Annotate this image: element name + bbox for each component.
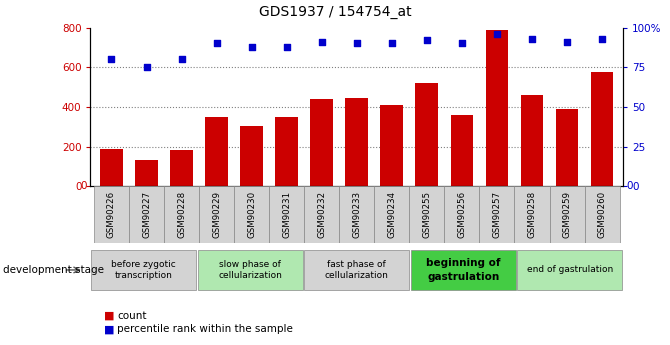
Point [456,41,467,46]
Text: GSM90230: GSM90230 [247,191,256,238]
Bar [450,115,473,186]
FancyBboxPatch shape [409,186,444,243]
Text: ■: ■ [104,325,115,334]
Bar [275,117,298,186]
FancyBboxPatch shape [444,186,480,243]
Point [561,39,572,45]
Text: GSM90255: GSM90255 [422,191,431,238]
Text: 0: 0 [80,181,87,191]
Bar [310,99,333,186]
Text: GSM90260: GSM90260 [598,191,606,238]
FancyBboxPatch shape [411,250,516,290]
Point [597,36,608,41]
Text: end of gastrulation: end of gastrulation [527,265,613,275]
Text: GSM90229: GSM90229 [212,191,221,238]
FancyBboxPatch shape [199,186,234,243]
FancyBboxPatch shape [515,186,549,243]
FancyBboxPatch shape [517,250,622,290]
Bar [381,105,403,186]
Text: GSM90234: GSM90234 [387,191,397,238]
FancyBboxPatch shape [198,250,303,290]
FancyBboxPatch shape [375,186,409,243]
Text: ■: ■ [104,311,115,321]
Text: GSM90233: GSM90233 [352,191,361,238]
Point [316,39,327,45]
Point [421,38,432,43]
Point [281,44,292,49]
FancyBboxPatch shape [129,186,164,243]
Point [492,31,502,37]
Bar [241,126,263,186]
Text: GSM90259: GSM90259 [563,191,572,238]
Bar [591,72,614,186]
FancyBboxPatch shape [549,186,584,243]
Text: GSM90231: GSM90231 [282,191,291,238]
FancyBboxPatch shape [304,186,339,243]
Text: before zygotic
transcription: before zygotic transcription [111,259,176,280]
FancyBboxPatch shape [164,186,199,243]
Text: GDS1937 / 154754_at: GDS1937 / 154754_at [259,5,411,19]
Text: fast phase of
cellularization: fast phase of cellularization [325,259,389,280]
Text: GSM90256: GSM90256 [458,191,466,238]
Bar [521,95,543,186]
Point [106,57,117,62]
FancyBboxPatch shape [269,186,304,243]
Text: GSM90232: GSM90232 [317,191,326,238]
Point [247,44,257,49]
FancyBboxPatch shape [304,250,409,290]
Text: GSM90258: GSM90258 [527,191,537,238]
Text: GSM90257: GSM90257 [492,191,501,238]
Text: slow phase of
cellularization: slow phase of cellularization [218,259,282,280]
Point [211,41,222,46]
FancyBboxPatch shape [584,186,620,243]
FancyBboxPatch shape [91,250,196,290]
Text: GSM90227: GSM90227 [142,191,151,238]
Text: 0: 0 [626,181,633,191]
FancyBboxPatch shape [339,186,375,243]
Bar [555,109,578,186]
Text: GSM90228: GSM90228 [177,191,186,238]
Point [351,41,362,46]
Bar [415,83,438,186]
FancyBboxPatch shape [480,186,515,243]
Text: percentile rank within the sample: percentile rank within the sample [117,325,293,334]
Point [527,36,537,41]
Point [387,41,397,46]
Bar [135,159,158,186]
FancyBboxPatch shape [234,186,269,243]
Bar [486,30,509,186]
Bar [170,150,193,186]
Text: GSM90226: GSM90226 [107,191,116,238]
Bar [205,117,228,186]
Point [141,65,152,70]
Text: beginning of
gastrulation: beginning of gastrulation [426,258,500,282]
Point [176,57,187,62]
Text: development stage: development stage [3,265,105,275]
Bar [346,98,368,186]
Bar [100,149,123,186]
Text: count: count [117,311,147,321]
FancyBboxPatch shape [94,186,129,243]
